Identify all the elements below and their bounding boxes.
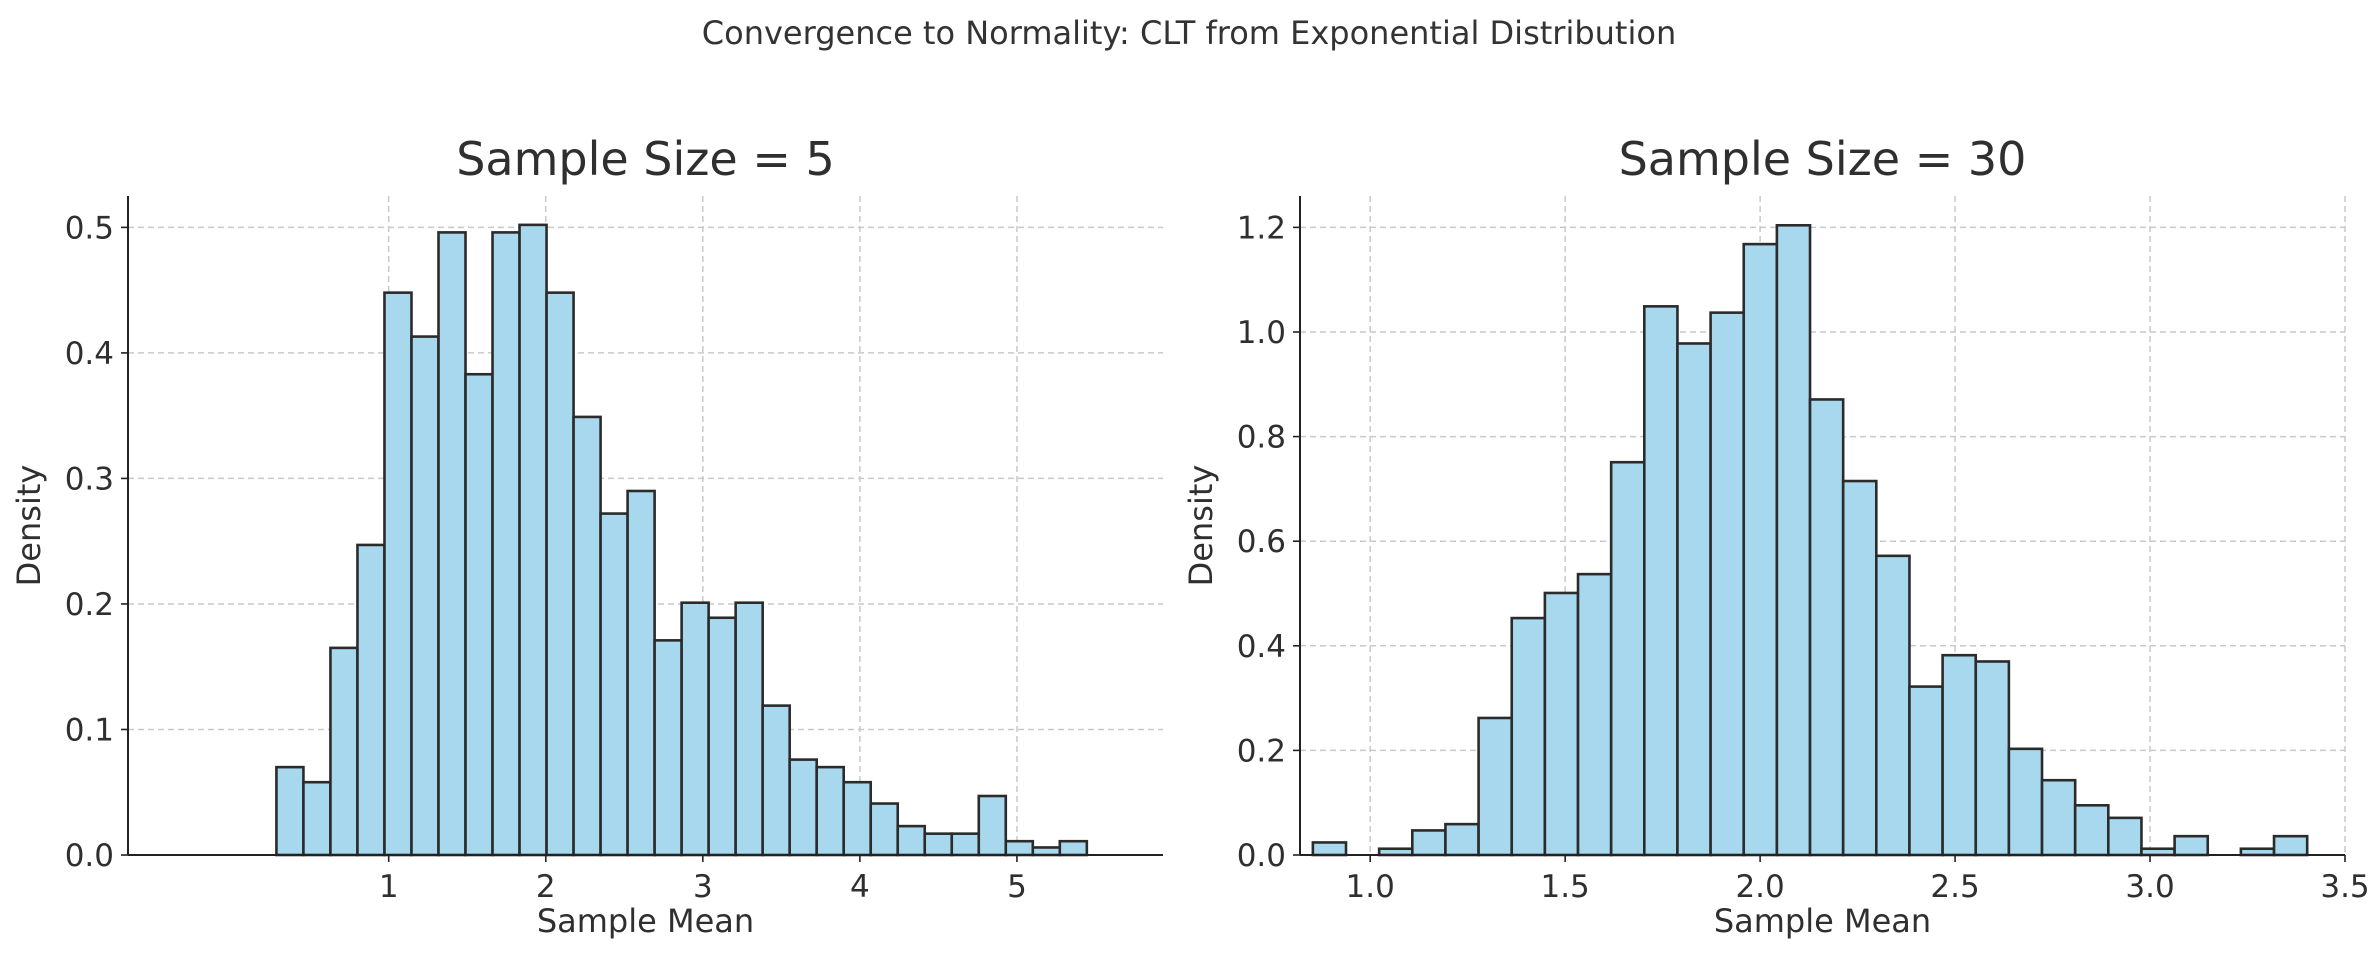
histogram-bar — [356, 543, 386, 857]
histogram-bar — [869, 802, 900, 857]
histogram-bar — [1444, 822, 1480, 857]
y-tick-label: 0.6 — [1237, 524, 1286, 560]
histogram-bars — [1311, 223, 2309, 857]
histogram-bar — [1775, 223, 1812, 857]
panel-title: Sample Size = 5 — [456, 132, 835, 186]
panel-title: Sample Size = 30 — [1619, 132, 2027, 186]
histogram-bar — [788, 758, 818, 857]
histogram-bar — [1410, 829, 1447, 857]
histogram-bar — [680, 601, 710, 857]
histogram-bar — [491, 231, 521, 857]
histogram-bar — [734, 601, 764, 857]
y-tick-label: 0.5 — [65, 210, 114, 246]
histogram-bar — [896, 824, 927, 857]
histogram-bar — [383, 291, 413, 857]
x-tick-label: 3.0 — [2125, 869, 2174, 905]
histogram-bar — [1742, 242, 1779, 857]
histogram-bar — [2272, 834, 2309, 857]
histogram-bar — [1676, 342, 1712, 857]
x-tick-label: 3 — [693, 869, 713, 905]
histogram-bar — [1941, 653, 1978, 857]
y-tick-label: 0.2 — [65, 587, 114, 623]
histogram-bar — [464, 372, 494, 857]
histogram-bar — [1609, 460, 1646, 857]
histogram-bar — [518, 223, 548, 857]
histogram-bar — [707, 616, 737, 857]
y-tick-label: 0.2 — [1237, 733, 1286, 769]
x-tick-label: 5 — [1007, 869, 1027, 905]
histogram-bar — [1875, 554, 1911, 857]
histogram-bar — [275, 765, 305, 857]
x-tick-label: 4 — [850, 869, 870, 905]
histogram-bar — [626, 489, 656, 857]
y-tick-label: 0.4 — [65, 336, 114, 372]
histogram-bar — [1004, 839, 1035, 857]
axes: 1 2 3 4 5 0.0 0.1 0.2 0.3 0.4 0.5 — [65, 196, 1163, 905]
histogram-bar — [1477, 716, 1514, 857]
histogram-bar — [923, 832, 954, 857]
histogram-bar — [2073, 804, 2110, 857]
x-tick-label: 2 — [536, 869, 556, 905]
histogram-bar — [1908, 685, 1944, 857]
histogram-bar — [410, 335, 440, 857]
x-tick-label: 1 — [379, 869, 399, 905]
x-tick-label: 3.5 — [2320, 869, 2369, 905]
histogram-bar — [1974, 660, 2011, 857]
histogram-bar — [572, 415, 602, 857]
y-tick-label: 0.0 — [65, 838, 114, 874]
histogram-bar — [329, 646, 359, 857]
x-tick-label: 1.0 — [1346, 869, 1395, 905]
histogram-bar — [1643, 305, 1679, 857]
x-axis-label: Sample Mean — [537, 902, 754, 940]
grid-lines — [128, 196, 1163, 855]
histogram-bar — [950, 832, 981, 857]
y-tick-label: 0.1 — [65, 712, 114, 748]
histogram-bar — [1543, 591, 1580, 857]
y-tick-label: 1.2 — [1237, 210, 1286, 246]
histogram-bars — [275, 223, 1089, 857]
histogram-bar — [977, 794, 1008, 857]
histogram-bar — [1311, 841, 1348, 857]
y-tick-label: 0.0 — [1237, 838, 1286, 874]
histogram-bar — [761, 704, 791, 857]
x-axis-label: Sample Mean — [1714, 902, 1931, 940]
histogram-bar — [2173, 834, 2210, 857]
y-tick-label: 0.4 — [1237, 629, 1286, 665]
histogram-bar — [815, 765, 846, 857]
histogram-bar — [1576, 572, 1613, 857]
histogram-bar — [842, 780, 873, 857]
x-tick-label: 2.5 — [1930, 869, 1979, 905]
histogram-bar — [437, 231, 467, 857]
histogram-bar — [1058, 839, 1089, 857]
histogram-bar — [2007, 747, 2044, 857]
histogram-bar — [1808, 398, 1845, 857]
histogram-panel-sample-size-5: 1 2 3 4 50.00.10.20.30.40.5 Sample Size = 5 … — [10, 132, 1163, 940]
histogram-bar — [2040, 778, 2077, 857]
histogram-bar — [653, 639, 683, 857]
histogram-panel-sample-size-30: 1.0 1.5 2.0 2.5 3.0 3.50.00.20.40.60.81.01.2 … — [1182, 132, 2370, 940]
y-axis-label: Density — [1182, 465, 1220, 587]
histogram-bar — [1510, 616, 1547, 857]
histogram-bar — [1709, 311, 1746, 857]
histogram-bar — [302, 780, 332, 857]
x-tick-label: 2.0 — [1735, 869, 1784, 905]
histogram-bar — [599, 512, 629, 857]
y-tick-label: 0.8 — [1237, 420, 1286, 456]
y-tick-label: 1.0 — [1237, 315, 1286, 351]
histogram-bar — [545, 291, 575, 857]
histogram-bar — [2107, 816, 2143, 857]
histogram-bar — [1841, 479, 1878, 857]
axes: 1.0 1.5 2.0 2.5 3.0 3.5 0.0 0.2 0.4 0.6 0.8 1.0 1.2 — [1237, 196, 2370, 905]
y-tick-label: 0.3 — [65, 461, 114, 497]
x-tick-label: 1.5 — [1540, 869, 1589, 905]
y-axis-label: Density — [10, 465, 48, 587]
figure-title: Convergence to Normality: CLT from Expon… — [702, 14, 1676, 52]
histogram-bar — [1031, 846, 1062, 857]
